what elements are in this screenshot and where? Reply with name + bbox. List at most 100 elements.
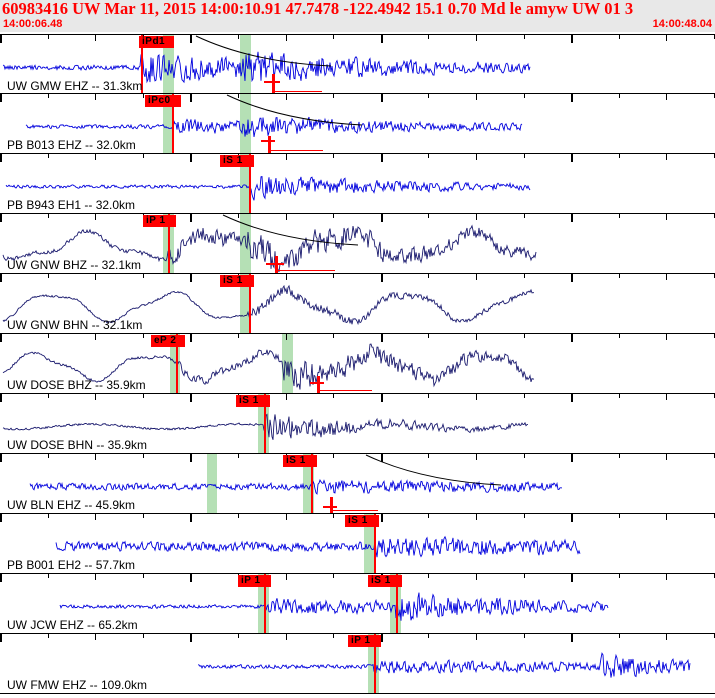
trace-pane[interactable]: iS 1 UW BLN EHZ -- 45.9km bbox=[0, 453, 715, 513]
phase-pick-line[interactable] bbox=[396, 573, 398, 633]
axis-tick bbox=[0, 453, 2, 462]
axis-tick bbox=[524, 393, 525, 398]
trace-pane[interactable]: iP 1 UW GNW BHZ -- 32.1km bbox=[0, 213, 715, 273]
phase-pick-label[interactable]: iS 1 bbox=[283, 455, 317, 467]
channel-label[interactable]: UW BLN EHZ -- 45.9km bbox=[7, 498, 136, 512]
phase-pick-label[interactable]: iP 1 bbox=[238, 575, 271, 587]
phase-pick-line[interactable] bbox=[311, 453, 313, 513]
phase-pick-line[interactable] bbox=[249, 153, 251, 213]
channel-label[interactable]: PB B001 EH2 -- 57.7km bbox=[7, 558, 136, 572]
axis-tick bbox=[666, 34, 667, 41]
axis-tick bbox=[48, 453, 49, 458]
amplitude-marker[interactable] bbox=[275, 256, 278, 273]
coda-duration-line[interactable] bbox=[272, 91, 322, 93]
channel-label[interactable]: UW GNW BHZ -- 32.1km bbox=[7, 258, 141, 272]
axis-tick bbox=[238, 453, 239, 458]
phase-pick-line[interactable] bbox=[374, 633, 376, 693]
trace-pane[interactable]: iP 1 iS 1 UW JCW EHZ -- 65.2km bbox=[0, 573, 715, 633]
axis-tick bbox=[428, 34, 429, 39]
axis-tick bbox=[619, 93, 620, 98]
trace-pane[interactable]: iPc0 PB B013 EHZ -- 32.0km bbox=[0, 93, 715, 153]
phase-pick-label[interactable]: iS 1 bbox=[345, 515, 379, 527]
axis-tick bbox=[0, 93, 2, 102]
coda-duration-line[interactable] bbox=[317, 390, 372, 392]
phase-pick-label[interactable]: iS 1 bbox=[220, 155, 254, 167]
amplitude-marker[interactable] bbox=[330, 497, 333, 513]
trace-pane[interactable]: iS 1 PB B943 EH1 -- 32.0km bbox=[0, 153, 715, 213]
phase-pick-label[interactable]: iP 1 bbox=[143, 215, 176, 227]
axis-tick bbox=[0, 34, 2, 43]
axis-tick bbox=[381, 633, 383, 642]
axis-tick bbox=[666, 393, 667, 400]
phase-pick-label[interactable]: iS 1 bbox=[236, 395, 270, 407]
trace-panel-list[interactable]: iPd1 UW GMW EHZ -- 31.3km iPc0 PB B013 EHZ … bbox=[0, 32, 715, 698]
trace-pane[interactable]: iS 1 UW DOSE BHN -- 35.9km bbox=[0, 393, 715, 453]
axis-tick bbox=[95, 573, 96, 580]
waveform-trace bbox=[2, 343, 535, 390]
phase-pick-label[interactable]: iS 1 bbox=[368, 575, 402, 587]
axis-tick bbox=[524, 34, 525, 39]
phase-pick-line[interactable] bbox=[168, 213, 170, 273]
phase-window-band bbox=[240, 153, 251, 213]
phase-pick-line[interactable] bbox=[249, 273, 251, 333]
amplitude-marker[interactable] bbox=[272, 74, 275, 94]
phase-pick-line[interactable] bbox=[264, 573, 266, 633]
channel-label[interactable]: UW GMW EHZ -- 31.3km bbox=[7, 79, 143, 93]
axis-tick bbox=[190, 34, 192, 43]
amplitude-marker[interactable] bbox=[317, 376, 320, 393]
coda-decay-curve bbox=[226, 94, 363, 126]
axis-tick bbox=[524, 153, 525, 158]
phase-pick-label[interactable]: eP 2 bbox=[151, 335, 185, 347]
axis-tick bbox=[666, 213, 667, 220]
axis-tick bbox=[238, 513, 239, 518]
phase-pick-label[interactable]: iPc0 bbox=[145, 95, 181, 107]
axis-tick bbox=[619, 573, 620, 578]
panel-divider bbox=[0, 693, 715, 694]
axis-tick bbox=[238, 93, 239, 98]
axis-tick bbox=[619, 213, 620, 218]
channel-label[interactable]: UW DOSE BHN -- 35.9km bbox=[7, 438, 148, 452]
waveform-trace bbox=[2, 413, 528, 440]
phase-pick-line[interactable] bbox=[141, 34, 143, 94]
axis-tick bbox=[428, 393, 429, 398]
coda-duration-line[interactable] bbox=[275, 270, 335, 272]
trace-pane[interactable]: iP 1 UW FMW EHZ -- 109.0km bbox=[0, 633, 715, 693]
channel-label[interactable]: UW FMW EHZ -- 109.0km bbox=[7, 678, 147, 692]
phase-pick-label[interactable]: iS 1 bbox=[220, 275, 254, 287]
phase-pick-line[interactable] bbox=[264, 393, 266, 453]
phase-window-band bbox=[240, 273, 251, 333]
axis-tick bbox=[619, 153, 620, 158]
channel-label[interactable]: PB B943 EH1 -- 32.0km bbox=[7, 198, 136, 212]
channel-label[interactable]: UW DOSE BHZ -- 35.9km bbox=[7, 378, 146, 392]
axis-tick bbox=[286, 153, 287, 160]
trace-pane[interactable]: iS 1 UW GNW BHN -- 32.1km bbox=[0, 273, 715, 333]
axis-tick bbox=[524, 213, 525, 218]
axis-tick bbox=[571, 633, 573, 642]
coda-duration-line[interactable] bbox=[330, 510, 378, 512]
amplitude-marker[interactable] bbox=[268, 136, 271, 153]
trace-pane[interactable]: iPd1 UW GMW EHZ -- 31.3km bbox=[0, 34, 715, 94]
phase-pick-label[interactable]: iP 1 bbox=[348, 635, 381, 647]
channel-label[interactable]: UW GNW BHN -- 32.1km bbox=[7, 318, 143, 332]
axis-tick bbox=[0, 153, 2, 162]
phase-pick-line[interactable] bbox=[176, 333, 178, 393]
time-axis bbox=[0, 453, 715, 454]
axis-tick bbox=[428, 573, 429, 578]
axis-tick bbox=[428, 273, 429, 278]
phase-pick-label[interactable]: iPd1 bbox=[139, 36, 174, 48]
amplitude-crossbar bbox=[264, 81, 280, 83]
axis-tick bbox=[524, 513, 525, 518]
channel-label[interactable]: UW JCW EHZ -- 65.2km bbox=[7, 618, 138, 632]
axis-tick bbox=[524, 573, 525, 578]
phase-pick-line[interactable] bbox=[172, 93, 174, 153]
trace-pane[interactable]: eP 2 UW DOSE BHZ -- 35.9km bbox=[0, 333, 715, 393]
time-axis bbox=[0, 573, 715, 574]
phase-pick-line[interactable] bbox=[374, 513, 376, 573]
channel-label[interactable]: PB B013 EHZ -- 32.0km bbox=[7, 138, 136, 152]
coda-duration-line[interactable] bbox=[268, 150, 323, 152]
axis-tick bbox=[381, 93, 383, 102]
phase-window-band bbox=[364, 513, 375, 573]
axis-tick bbox=[476, 633, 477, 640]
trace-pane[interactable]: iS 1 PB B001 EH2 -- 57.7km bbox=[0, 513, 715, 573]
